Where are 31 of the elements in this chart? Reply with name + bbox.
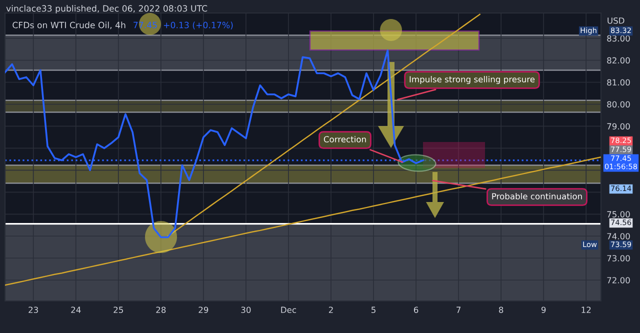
y-tick-label: 82.00 bbox=[607, 57, 630, 64]
annotation: Correction bbox=[324, 136, 366, 142]
x-tick-label: 5 bbox=[372, 306, 376, 314]
x-tick-label: 23 bbox=[28, 306, 38, 314]
line-series bbox=[5, 156, 601, 286]
x-tick-label: 2 bbox=[328, 306, 333, 313]
x-tick-label: Dec bbox=[281, 306, 296, 314]
x-tick-label: 25 bbox=[114, 306, 123, 314]
y-tick-label: 74.00 bbox=[607, 233, 630, 240]
text: CFDs on WTI Crude Oil, 4h bbox=[12, 22, 126, 30]
x-tick-label: 12 bbox=[582, 306, 591, 313]
x-tick-label: 7 bbox=[456, 306, 460, 313]
y-tick-label: 81.00 bbox=[607, 79, 630, 86]
x-tick-label: 30 bbox=[241, 306, 251, 314]
y-tick-label: 79.00 bbox=[607, 123, 630, 130]
y-tick-label: 72.00 bbox=[607, 277, 630, 284]
y-axis-title: USD bbox=[608, 17, 624, 24]
x-tick-label: 8 bbox=[498, 306, 504, 314]
y-tick-label: 83.00 bbox=[607, 35, 630, 42]
y-tick-label: 80.00 bbox=[607, 101, 630, 108]
x-tick-label: 29 bbox=[198, 306, 208, 314]
x-tick-label: 6 bbox=[414, 306, 418, 314]
x-tick-label: 9 bbox=[541, 306, 546, 314]
annotation: vinclace33 published, Dec 06, 2022 08:03 UTC bbox=[6, 5, 208, 14]
x-tick-label: 24 bbox=[71, 306, 81, 313]
y-tick-label: 75.00 bbox=[607, 211, 630, 218]
y-tick-label: 73.00 bbox=[607, 255, 630, 262]
annotation: Impulse strong selling presure bbox=[410, 76, 535, 84]
text: 77.45 +0.13 (+0.17%) bbox=[134, 22, 233, 30]
annotation: Probable continuation bbox=[492, 192, 582, 200]
x-tick-label: 28 bbox=[156, 306, 166, 314]
